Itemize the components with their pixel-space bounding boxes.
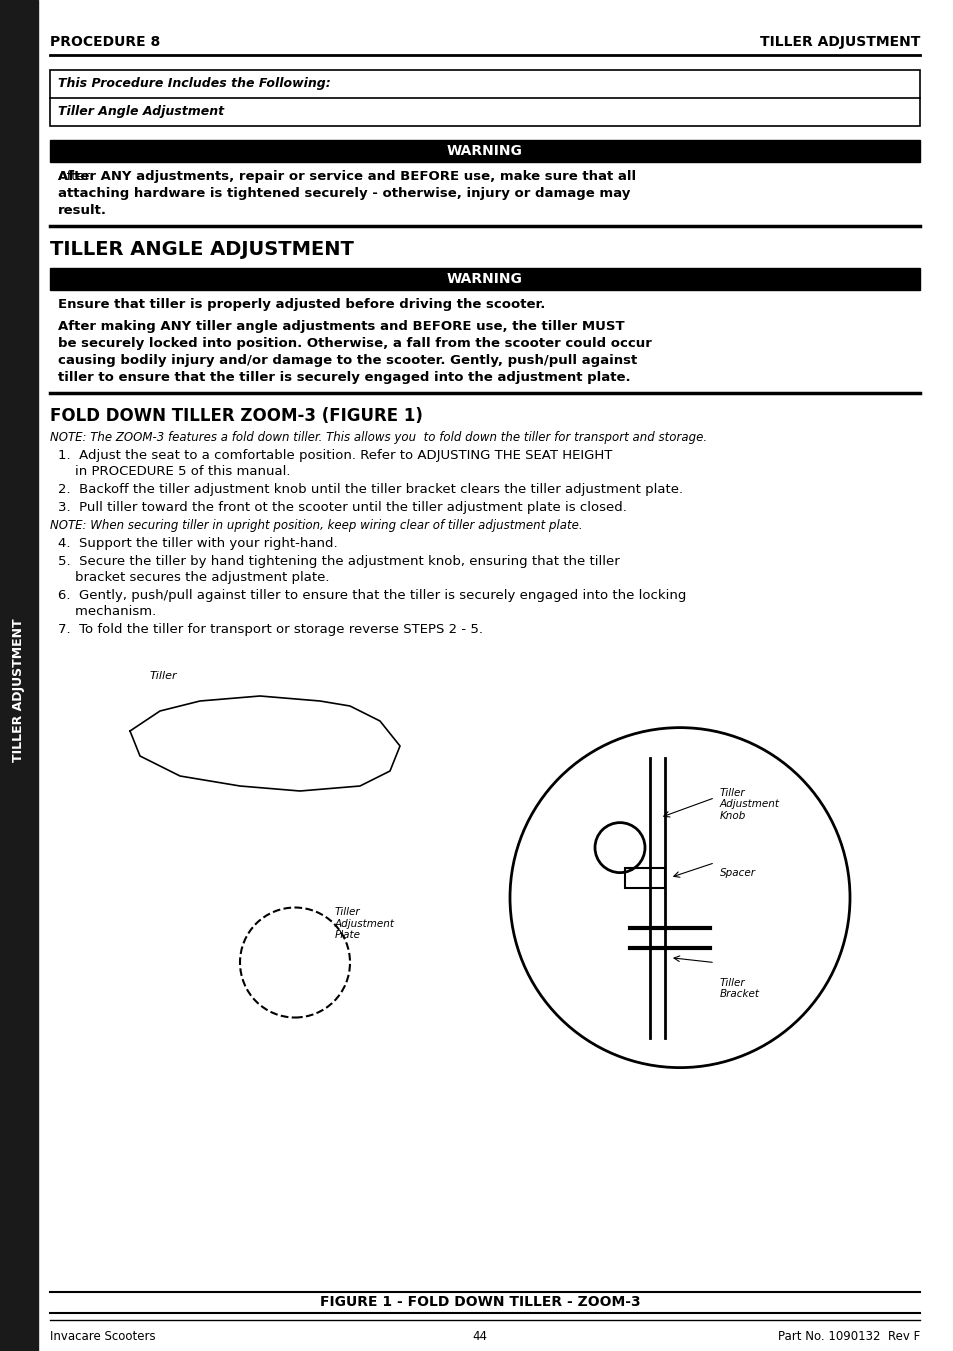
Bar [0,0,38,1351]
Text: Tiller Angle Adjustment: Tiller Angle Adjustment [58,105,224,119]
Text: Tiller
Adjustment
Knob: Tiller Adjustment Knob [720,788,780,821]
Text: 44: 44 [472,1329,487,1343]
Text: After ANY adjustments, repair or service and BEFORE use, make sure that all: After ANY adjustments, repair or service… [58,170,636,182]
Text: 4.  Support the tiller with your right-hand.: 4. Support the tiller with your right-ha… [58,536,337,550]
Text: TILLER ADJUSTMENT: TILLER ADJUSTMENT [759,35,919,49]
Text: 5.  Secure the tiller by hand tightening the adjustment knob, ensuring that the : 5. Secure the tiller by hand tightening … [58,555,619,567]
Text: WARNING: WARNING [447,145,522,158]
Text: 7.  To fold the tiller for transport or storage reverse STEPS 2 - 5.: 7. To fold the tiller for transport or s… [58,623,482,636]
Text: tiller to ensure that the tiller is securely engaged into the adjustment plate.: tiller to ensure that the tiller is secu… [58,372,630,384]
Text: Part No. 1090132  Rev F: Part No. 1090132 Rev F [777,1329,919,1343]
Text: 2.  Backoff the tiller adjustment knob until the tiller bracket clears the tille: 2. Backoff the tiller adjustment knob un… [58,484,682,496]
Text: attaching hardware is tightened securely - otherwise, injury or damage may: attaching hardware is tightened securely… [58,186,630,200]
Text: result.: result. [58,204,107,218]
Bar [50,141,919,162]
Text: After making ANY tiller angle adjustments and BEFORE use, the tiller MUST: After making ANY tiller angle adjustment… [58,320,624,332]
Text: in PROCEDURE 5 of this manual.: in PROCEDURE 5 of this manual. [58,465,291,478]
Text: Tiller
Adjustment
Plate: Tiller Adjustment Plate [335,907,395,940]
Bar [50,70,919,126]
Text: TILLER ADJUSTMENT: TILLER ADJUSTMENT [12,619,26,762]
Text: 6.  Gently, push/pull against tiller to ensure that the tiller is securely engag: 6. Gently, push/pull against tiller to e… [58,589,685,603]
Text: Invacare Scooters: Invacare Scooters [50,1329,155,1343]
Text: 3.  Pull tiller toward the front ot the scooter until the tiller adjustment plat: 3. Pull tiller toward the front ot the s… [58,501,626,513]
Text: This Procedure Includes the Following:: This Procedure Includes the Following: [58,77,331,91]
Text: TILLER ANGLE ADJUSTMENT: TILLER ANGLE ADJUSTMENT [50,240,354,259]
Text: FIGURE 1 - FOLD DOWN TILLER - ZOOM-3: FIGURE 1 - FOLD DOWN TILLER - ZOOM-3 [319,1296,639,1309]
Text: Tiller
Bracket: Tiller Bracket [720,978,760,1000]
Text: FOLD DOWN TILLER ZOOM-3 (FIGURE 1): FOLD DOWN TILLER ZOOM-3 (FIGURE 1) [50,407,422,426]
Text: WARNING: WARNING [447,272,522,286]
Text: mechanism.: mechanism. [58,605,156,617]
Text: NOTE: The ZOOM-3 features a fold down tiller. This allows you  to fold down the : NOTE: The ZOOM-3 features a fold down ti… [50,431,706,444]
Text: causing bodily injury and/or damage to the scooter. Gently, push/pull against: causing bodily injury and/or damage to t… [58,354,637,367]
Text: be securely locked into position. Otherwise, a fall from the scooter could occur: be securely locked into position. Otherw… [58,336,651,350]
Text: PROCEDURE 8: PROCEDURE 8 [50,35,160,49]
Text: 1.  Adjust the seat to a comfortable position. Refer to ADJUSTING THE SEAT HEIGH: 1. Adjust the seat to a comfortable posi… [58,449,612,462]
Text: bracket secures the adjustment plate.: bracket secures the adjustment plate. [58,571,329,584]
Text: Ensure that tiller is properly adjusted before driving the scooter.: Ensure that tiller is properly adjusted … [58,299,545,311]
Text: Spacer: Spacer [720,867,755,878]
Text: After: After [58,170,94,182]
Text: Tiller: Tiller [150,671,177,681]
Bar [624,867,664,888]
Text: NOTE: When securing tiller in upright position, keep wiring clear of tiller adju: NOTE: When securing tiller in upright po… [50,519,582,532]
Bar [50,267,919,290]
